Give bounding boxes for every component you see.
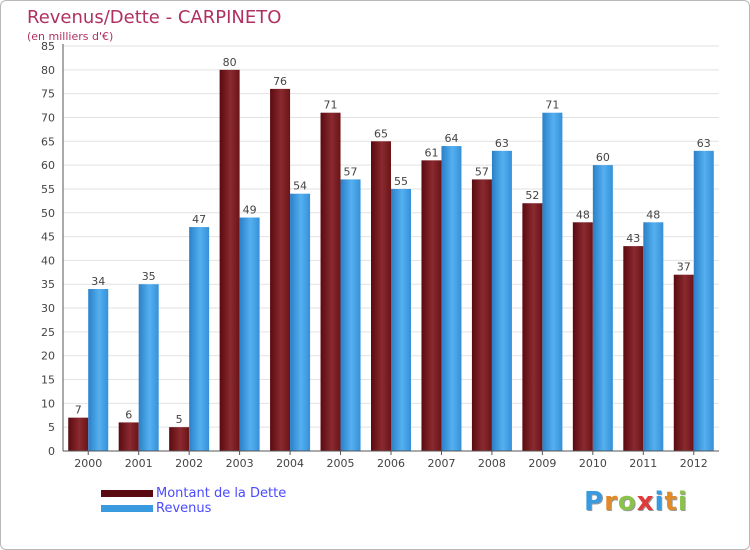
debt-bar: [118, 422, 139, 451]
chart-subtitle: (en milliers d'€): [27, 30, 114, 43]
data-label: 54: [293, 180, 307, 193]
debt-bar: [623, 246, 644, 451]
legend-swatch-debt: [101, 490, 153, 497]
y-tick-label: 5: [48, 421, 55, 434]
data-label: 34: [91, 275, 105, 288]
revenus-bar: [391, 188, 411, 452]
x-tick-label: 2007: [427, 457, 455, 470]
revenus-bar: [542, 112, 563, 452]
debt-bar: [572, 222, 593, 451]
debt-bar: [522, 203, 543, 451]
x-tick-label: 2006: [377, 457, 405, 470]
legend-swatch-revenus: [101, 505, 153, 512]
data-label: 57: [475, 165, 489, 178]
x-tick-label: 2008: [478, 457, 506, 470]
data-label: 57: [344, 165, 358, 178]
proxiti-logo: Proxiti: [584, 487, 688, 517]
legend-label-revenus: Revenus: [156, 501, 212, 516]
x-tick-label: 2002: [175, 457, 203, 470]
y-tick-label: 85: [41, 40, 55, 53]
x-tick-label: 2000: [74, 457, 102, 470]
debt-bar: [320, 112, 341, 452]
x-tick-label: 2004: [276, 457, 304, 470]
logo-letter: P: [584, 487, 605, 517]
data-label: 71: [545, 99, 559, 112]
revenus-bar: [239, 217, 260, 451]
revenus-bar: [340, 179, 361, 452]
revenus-bar: [290, 193, 311, 452]
data-label: 37: [677, 261, 691, 274]
y-tick-label: 15: [41, 374, 55, 387]
y-tick-label: 60: [41, 159, 55, 172]
data-label: 63: [495, 137, 509, 150]
data-label: 48: [646, 208, 660, 221]
data-label: 35: [142, 270, 156, 283]
logo-letter: x: [636, 487, 655, 517]
revenus-bar: [441, 146, 462, 451]
data-label: 7: [75, 404, 82, 417]
data-label: 48: [576, 208, 590, 221]
logo-letter: r: [604, 487, 618, 517]
debt-bar: [219, 69, 240, 451]
logo-letter: i: [677, 487, 688, 517]
debt-bar: [169, 427, 190, 451]
data-label: 52: [525, 189, 539, 202]
data-label: 55: [394, 175, 408, 188]
x-tick-label: 2010: [579, 457, 607, 470]
data-label: 43: [626, 232, 640, 245]
data-label: 65: [374, 127, 388, 140]
data-label: 76: [273, 75, 287, 88]
y-tick-label: 10: [41, 397, 55, 410]
data-label: 6: [125, 408, 132, 421]
y-tick-label: 55: [41, 183, 55, 196]
chart-title: Revenus/Dette - CARPINETO: [27, 7, 282, 28]
y-tick-label: 35: [41, 278, 55, 291]
y-tick-label: 75: [41, 88, 55, 101]
revenus-bar: [643, 222, 664, 451]
legend-label-debt: Montant de la Dette: [156, 486, 287, 501]
x-tick-label: 2001: [125, 457, 153, 470]
revenus-bar: [592, 165, 613, 451]
y-tick-label: 70: [41, 111, 55, 124]
data-label: 49: [243, 204, 257, 217]
data-label: 80: [223, 56, 237, 69]
y-tick-label: 65: [41, 135, 55, 148]
debt-bar: [371, 141, 391, 451]
y-tick-label: 50: [41, 207, 55, 220]
y-tick-label: 80: [41, 64, 55, 77]
x-tick-label: 2009: [528, 457, 556, 470]
data-label: 63: [697, 137, 711, 150]
data-label: 64: [444, 132, 458, 145]
debt-bar: [673, 274, 694, 451]
x-tick-label: 2003: [226, 457, 254, 470]
logo-letter: i: [654, 487, 665, 517]
y-tick-label: 40: [41, 254, 55, 267]
debt-bar: [270, 88, 291, 451]
debt-bar: [68, 417, 89, 451]
y-tick-label: 20: [41, 350, 55, 363]
data-label: 5: [176, 413, 183, 426]
revenus-bar: [138, 284, 159, 451]
x-tick-label: 2012: [680, 457, 708, 470]
revenus-bar: [189, 227, 210, 451]
revenus-bar: [693, 150, 714, 451]
debt-bar: [421, 160, 442, 451]
y-tick-label: 30: [41, 302, 55, 315]
data-label: 71: [324, 99, 338, 112]
logo-letter: o: [617, 487, 637, 517]
logo-letter: t: [664, 487, 678, 517]
data-label: 47: [192, 213, 206, 226]
revenus-bar: [491, 150, 512, 451]
debt-bar: [471, 179, 492, 452]
x-tick-label: 2011: [629, 457, 657, 470]
data-label: 60: [596, 151, 610, 164]
y-tick-label: 25: [41, 326, 55, 339]
revenus-bar: [88, 289, 109, 451]
x-tick-label: 2005: [327, 457, 355, 470]
data-label: 61: [424, 146, 438, 159]
y-tick-label: 45: [41, 231, 55, 244]
y-tick-label: 0: [48, 445, 55, 458]
